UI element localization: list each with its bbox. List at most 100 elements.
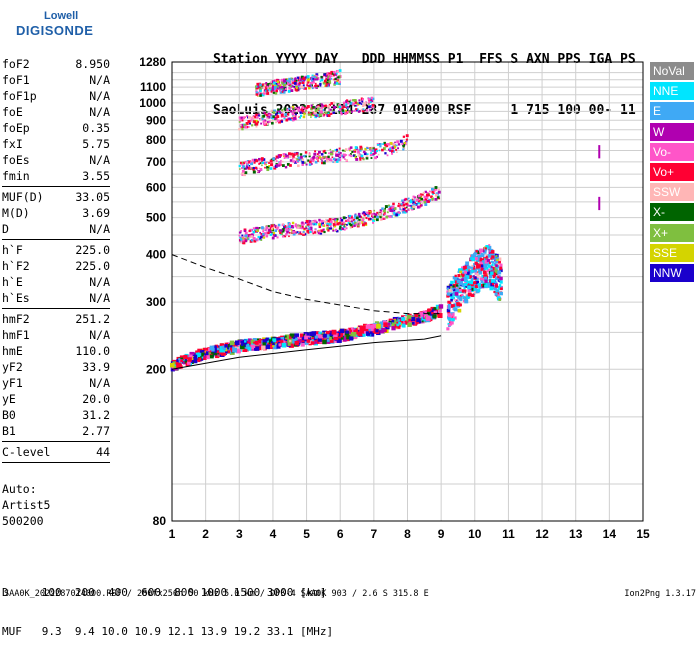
echo-point xyxy=(204,352,209,357)
echo-point xyxy=(323,149,326,152)
echo-point xyxy=(458,281,463,286)
echo-point xyxy=(459,275,463,278)
echo-point xyxy=(260,226,264,230)
autoscaling-info: Auto: Artist5 500200 xyxy=(2,481,50,529)
echo-point xyxy=(421,193,424,196)
echo-point xyxy=(454,277,457,281)
y-tick-label: 900 xyxy=(146,113,166,127)
echo-point xyxy=(367,211,371,215)
echo-point xyxy=(372,323,378,329)
echo-point xyxy=(491,283,495,286)
echo-point xyxy=(332,228,335,230)
echo-point xyxy=(358,101,361,105)
logo-lowell: Lowell xyxy=(44,10,79,22)
echo-point xyxy=(343,104,346,106)
echo-point xyxy=(325,218,327,221)
echo-point xyxy=(419,200,422,203)
echo-point xyxy=(335,82,339,85)
echo-point xyxy=(418,205,422,209)
echo-point xyxy=(322,220,326,223)
echo-point xyxy=(173,365,177,369)
echo-point xyxy=(267,231,270,235)
echo-point xyxy=(295,84,299,88)
echo-point xyxy=(308,86,311,90)
echo-point xyxy=(396,212,400,216)
echo-point xyxy=(252,166,255,170)
echo-point xyxy=(370,153,373,156)
param-row: MUF(D) 33.05 xyxy=(2,189,110,205)
echo-point xyxy=(447,304,451,307)
echo-point xyxy=(482,283,486,288)
echo-point xyxy=(254,85,258,88)
echo-point xyxy=(260,117,264,121)
echo-point xyxy=(238,116,241,119)
echo-point xyxy=(314,331,320,336)
echo-point xyxy=(338,147,341,150)
echo-point xyxy=(291,335,294,338)
echo-point xyxy=(272,157,276,161)
echo-point xyxy=(258,114,260,117)
param-name: yE xyxy=(2,392,16,406)
echo-point xyxy=(313,75,316,79)
echo-point xyxy=(267,225,270,228)
echo-point xyxy=(270,117,273,119)
echo-point xyxy=(305,106,308,109)
echo-point xyxy=(329,337,332,341)
echo-point xyxy=(342,332,346,335)
echo-point xyxy=(462,271,466,276)
echo-point xyxy=(247,234,251,237)
echo-point xyxy=(381,207,384,210)
x-tick-label: 11 xyxy=(502,527,515,541)
echo-point xyxy=(302,115,306,119)
echo-point xyxy=(262,158,266,161)
echo-point xyxy=(384,205,388,209)
echo-point xyxy=(332,161,335,164)
echo-point xyxy=(244,160,247,163)
echo-point xyxy=(264,163,267,166)
echo-point xyxy=(497,257,502,262)
echo-point xyxy=(189,351,195,357)
echo-point xyxy=(325,82,328,85)
echo-point xyxy=(348,327,353,332)
y-tick-label: 700 xyxy=(146,155,166,169)
echo-point xyxy=(252,230,256,234)
echo-point xyxy=(289,225,291,228)
echo-point xyxy=(240,344,245,350)
echo-point xyxy=(320,75,323,79)
echo-point xyxy=(299,225,303,229)
echo-point xyxy=(253,239,257,243)
echo-point xyxy=(330,77,333,80)
echo-point xyxy=(467,285,472,290)
echo-point xyxy=(278,84,282,87)
echo-point xyxy=(303,111,305,114)
echo-point xyxy=(335,152,337,155)
echo-point xyxy=(229,344,233,348)
echo-point xyxy=(288,86,291,90)
echo-point xyxy=(245,236,249,240)
echo-point xyxy=(348,334,352,338)
echo-point xyxy=(340,218,344,222)
echo-point xyxy=(355,333,359,337)
echo-point xyxy=(260,239,263,241)
echo-point xyxy=(262,342,266,346)
echo-point xyxy=(339,107,342,110)
echo-point xyxy=(303,227,306,230)
echo-point xyxy=(338,330,342,334)
echo-point xyxy=(256,170,259,173)
echo-point xyxy=(315,114,318,117)
echo-point xyxy=(407,197,410,200)
echo-point xyxy=(433,307,437,311)
echo-point xyxy=(378,213,382,216)
echo-point xyxy=(349,149,351,152)
echo-point xyxy=(259,87,262,91)
echo-point xyxy=(299,86,302,89)
echo-point xyxy=(362,211,366,214)
echo-point xyxy=(246,114,249,117)
echo-point xyxy=(478,257,483,262)
echo-point xyxy=(254,228,257,232)
echo-point xyxy=(261,83,264,86)
echo-point xyxy=(272,232,276,235)
echo-point xyxy=(482,277,485,281)
echo-point xyxy=(403,141,406,145)
echo-point xyxy=(183,354,188,360)
